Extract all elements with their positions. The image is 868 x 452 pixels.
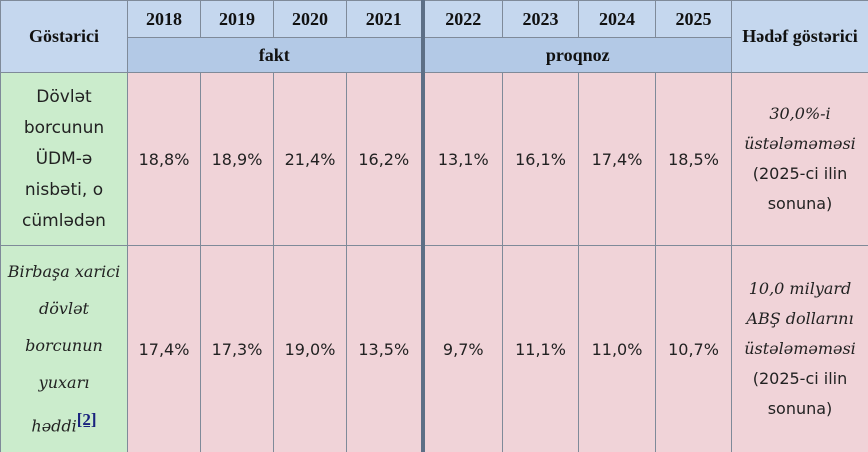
target-main: 10,0 milyard ABŞ dollarını üstələməməsi (744, 279, 856, 358)
value-cell: 16,2% (346, 72, 423, 246)
value-cell: 11,0% (578, 245, 656, 452)
target-cell: 30,0%-i üstələməməsi (2025-ci ilin sonuna… (731, 72, 868, 246)
target-header: Hədəf göstərici (731, 0, 868, 73)
group-header: fakt (127, 37, 423, 73)
label-text: Dövlət borcunun ÜDM-ə nisbəti, o cümlədə… (22, 86, 106, 231)
target-main: 30,0%-i üstələməməsi (744, 104, 856, 153)
target-note: (2025-ci ilin sonuna) (752, 164, 848, 213)
year-header: 2024 (578, 0, 656, 38)
value-cell: 13,1% (420, 72, 503, 246)
label-text: Birbaşa xarici dövlət borcunun yuxarı hə… (7, 262, 121, 436)
header-row: Göstərici 2018 2019 2020 2021 2022 2023 2024 202… (0, 0, 868, 73)
year-header: 2018 (127, 0, 201, 38)
year-header: 2023 (502, 0, 579, 38)
value-cell: 18,9% (200, 72, 274, 246)
footnote-link[interactable]: [2] (76, 410, 97, 430)
value-cell: 11,1% (502, 245, 579, 452)
value-cell: 9,7% (420, 245, 503, 452)
value-cell: 17,3% (200, 245, 274, 452)
year-header: 2020 (273, 0, 347, 38)
target-cell: 10,0 milyard ABŞ dollarını üstələməməsi (… (731, 245, 868, 452)
target-note: (2025-ci ilin sonuna) (752, 369, 848, 418)
value-cell: 13,5% (346, 245, 423, 452)
year-header: 2022 (420, 0, 503, 38)
value-cell: 18,8% (127, 72, 201, 246)
year-header: 2025 (655, 0, 732, 38)
group-header: proqnoz (420, 37, 732, 73)
row-label: Dövlət borcunun ÜDM-ə nisbəti, o cümlədə… (0, 72, 128, 246)
value-cell: 17,4% (578, 72, 656, 246)
footnote: [2] (77, 410, 97, 429)
year-header: 2021 (346, 0, 423, 38)
value-cell: 10,7% (655, 245, 732, 452)
data-row: Dövlət borcunun ÜDM-ə nisbəti, o cümlədə… (0, 72, 868, 246)
row-label: Birbaşa xarici dövlət borcunun yuxarı hə… (0, 245, 128, 452)
value-cell: 21,4% (273, 72, 347, 246)
data-row: Birbaşa xarici dövlət borcunun yuxarı hə… (0, 245, 868, 452)
value-cell: 17,4% (127, 245, 201, 452)
year-header: 2019 (200, 0, 274, 38)
header-title: Göstərici (0, 0, 128, 73)
group-row: fakt proqnoz (1, 37, 868, 73)
value-cell: 19,0% (273, 245, 347, 452)
value-cell: 18,5% (655, 72, 732, 246)
value-cell: 16,1% (502, 72, 579, 246)
